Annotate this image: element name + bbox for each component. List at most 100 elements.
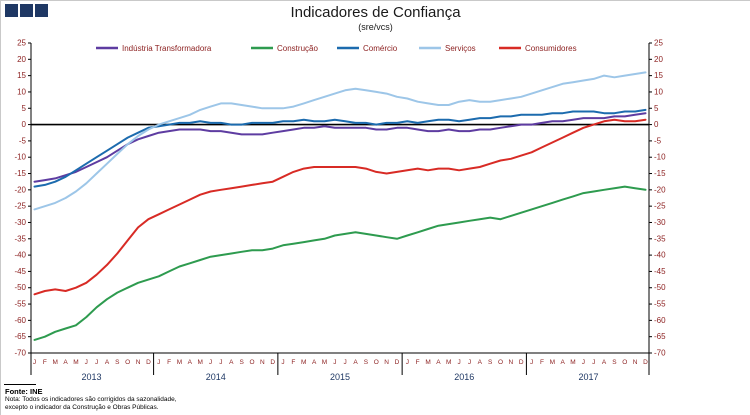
year-label: 2017 bbox=[579, 372, 599, 382]
month-label: N bbox=[260, 359, 265, 366]
month-label: M bbox=[322, 359, 327, 366]
legend-label-comercio: Comércio bbox=[363, 44, 398, 53]
y-tick-label-left: 20 bbox=[17, 55, 26, 64]
y-tick-label-left: -45 bbox=[14, 267, 26, 276]
y-tick-label-left: -35 bbox=[14, 234, 26, 243]
footnote-line-2: excepto o indicador da Construção e Obra… bbox=[5, 404, 159, 411]
year-label: 2014 bbox=[206, 372, 226, 382]
y-tick-label-left: -40 bbox=[14, 251, 26, 260]
footnote-line-1: Nota: Todos os indicadores são corrigido… bbox=[5, 396, 177, 403]
legend-label-industria-transformadora: Indústria Transformadora bbox=[122, 44, 212, 53]
month-label: A bbox=[312, 359, 317, 366]
month-label: D bbox=[270, 359, 275, 366]
month-label: N bbox=[633, 359, 638, 366]
y-tick-label-right: -30 bbox=[654, 218, 666, 227]
legend-label-construcao: Construção bbox=[277, 44, 318, 53]
month-label: J bbox=[281, 359, 284, 366]
month-label: D bbox=[395, 359, 400, 366]
footnote-text: Nota: Todos os indicadores são corrigido… bbox=[5, 396, 177, 412]
month-label: J bbox=[468, 359, 471, 366]
y-tick-label-right: 20 bbox=[654, 55, 663, 64]
month-label: N bbox=[136, 359, 141, 366]
month-label: A bbox=[63, 359, 68, 366]
month-label: J bbox=[209, 359, 212, 366]
month-label: J bbox=[157, 359, 160, 366]
y-tick-label-right: -65 bbox=[654, 332, 666, 341]
month-label: M bbox=[550, 359, 555, 366]
y-tick-label-right: 15 bbox=[654, 71, 663, 80]
month-label: S bbox=[488, 359, 493, 366]
y-tick-label-right: -70 bbox=[654, 349, 666, 358]
y-tick-label-right: -5 bbox=[654, 136, 662, 145]
y-tick-label-right: 0 bbox=[654, 120, 659, 129]
month-label: J bbox=[95, 359, 98, 366]
month-label: J bbox=[530, 359, 533, 366]
month-label: F bbox=[291, 359, 295, 366]
y-tick-label-right: -55 bbox=[654, 300, 666, 309]
month-label: D bbox=[146, 359, 151, 366]
month-label: J bbox=[344, 359, 347, 366]
y-tick-label-left: -30 bbox=[14, 218, 26, 227]
month-label: A bbox=[353, 359, 358, 366]
month-label: A bbox=[436, 359, 441, 366]
y-tick-label-left: -70 bbox=[14, 349, 26, 358]
series-line-servicos bbox=[33, 71, 647, 211]
month-label: M bbox=[425, 359, 430, 366]
month-label: F bbox=[540, 359, 544, 366]
month-label: M bbox=[570, 359, 575, 366]
month-label: J bbox=[219, 359, 222, 366]
y-tick-label-left: 10 bbox=[17, 87, 26, 96]
month-label: S bbox=[612, 359, 617, 366]
y-tick-label-right: -60 bbox=[654, 316, 666, 325]
chart-subtitle: (sre/vcs) bbox=[358, 22, 393, 32]
y-tick-label-left: -60 bbox=[14, 316, 26, 325]
month-label: A bbox=[560, 359, 565, 366]
y-tick-label-left: 0 bbox=[22, 120, 27, 129]
month-label: J bbox=[592, 359, 595, 366]
series-line-construcao bbox=[33, 185, 647, 341]
month-label: M bbox=[301, 359, 306, 366]
y-tick-label-right: -20 bbox=[654, 185, 666, 194]
y-tick-label-left: -55 bbox=[14, 300, 26, 309]
month-label: N bbox=[384, 359, 389, 366]
y-tick-label-right: -10 bbox=[654, 153, 666, 162]
month-label: N bbox=[509, 359, 514, 366]
month-label: O bbox=[249, 359, 254, 366]
month-label: A bbox=[602, 359, 607, 366]
y-tick-label-left: -5 bbox=[19, 136, 27, 145]
y-tick-label-right: -40 bbox=[654, 251, 666, 260]
series-line-comercio bbox=[33, 108, 647, 188]
series-line-industria-transformadora bbox=[33, 112, 647, 183]
month-label: S bbox=[115, 359, 120, 366]
y-tick-label-right: 5 bbox=[654, 104, 659, 113]
y-tick-label-right: -25 bbox=[654, 202, 666, 211]
month-label: O bbox=[125, 359, 130, 366]
logo-square bbox=[5, 4, 18, 17]
month-label: D bbox=[519, 359, 524, 366]
legend-label-consumidores: Consumidores bbox=[525, 44, 577, 53]
y-tick-label-right: -15 bbox=[654, 169, 666, 178]
month-label: J bbox=[457, 359, 460, 366]
year-label: 2013 bbox=[81, 372, 101, 382]
y-tick-label-right: -35 bbox=[654, 234, 666, 243]
y-tick-label-left: 5 bbox=[22, 104, 27, 113]
month-label: F bbox=[43, 359, 47, 366]
y-tick-label-left: 25 bbox=[17, 39, 26, 48]
y-tick-label-left: -15 bbox=[14, 169, 26, 178]
legend-label-servicos: Serviços bbox=[445, 44, 476, 53]
month-label: M bbox=[73, 359, 78, 366]
month-label: J bbox=[582, 359, 585, 366]
y-tick-label-right: 25 bbox=[654, 39, 663, 48]
logo-square bbox=[20, 4, 33, 17]
month-label: S bbox=[239, 359, 244, 366]
y-tick-label-right: -50 bbox=[654, 283, 666, 292]
month-label: S bbox=[364, 359, 369, 366]
month-label: J bbox=[333, 359, 336, 366]
y-tick-label-right: 10 bbox=[654, 87, 663, 96]
month-label: M bbox=[53, 359, 58, 366]
month-label: J bbox=[33, 359, 36, 366]
month-label: M bbox=[197, 359, 202, 366]
y-tick-label-left: -20 bbox=[14, 185, 26, 194]
